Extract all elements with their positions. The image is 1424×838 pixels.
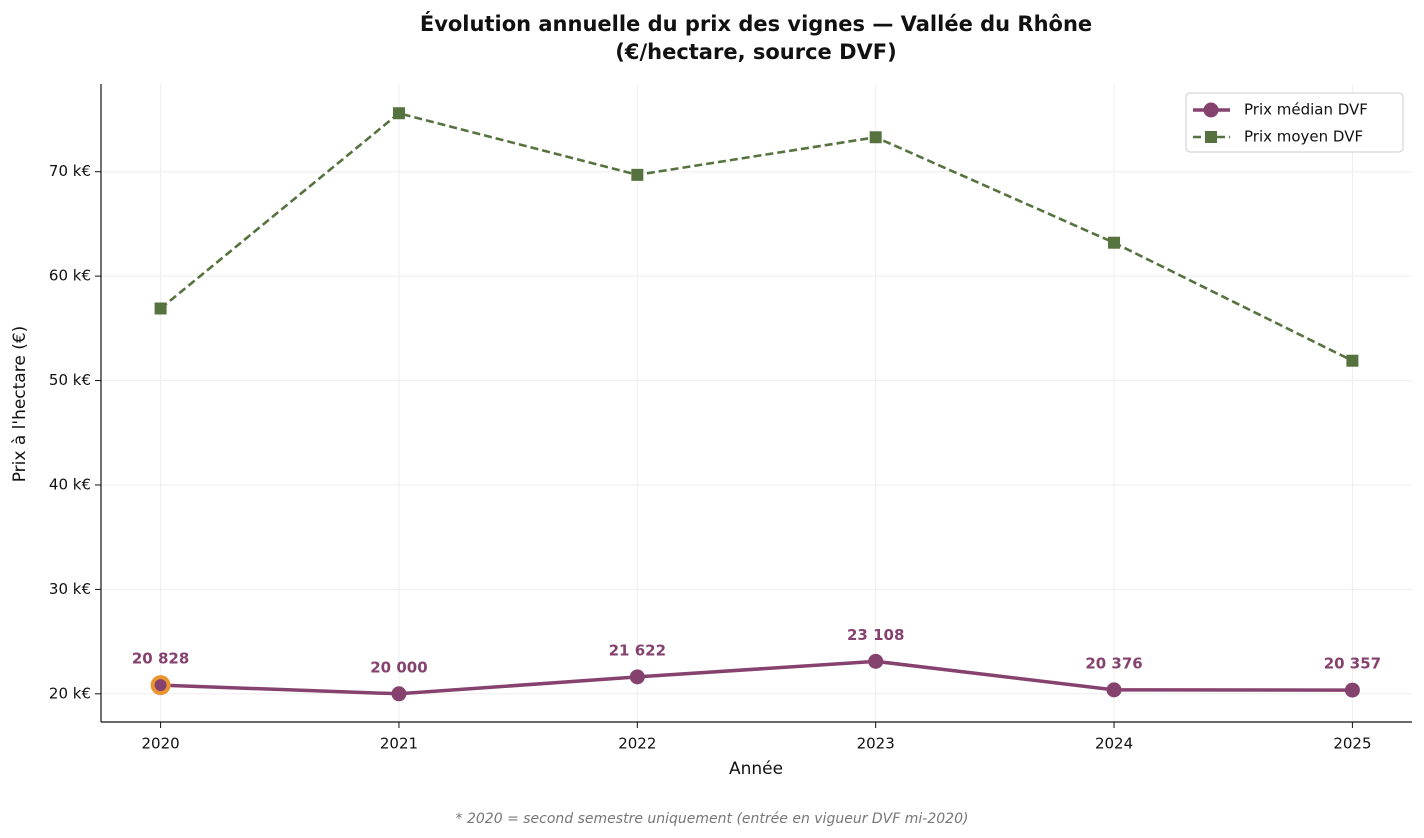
y-tick-label: 50 k€ [49, 371, 91, 389]
point [868, 653, 884, 669]
y-tick-label: 60 k€ [49, 267, 91, 285]
point [631, 168, 644, 181]
x-axis-label: Année [729, 759, 783, 779]
legend-label: Prix moyen DVF [1244, 128, 1363, 146]
data-label: 20 828 [132, 650, 189, 668]
point [1344, 682, 1360, 698]
x-tick-label: 2025 [1333, 735, 1371, 753]
legend-box [1185, 92, 1404, 153]
y-tick-label: 30 k€ [49, 580, 91, 598]
y-tick-label: 40 k€ [49, 475, 91, 493]
x-tick-label: 2024 [1095, 735, 1133, 753]
data-label: 23 108 [847, 626, 904, 644]
y-tick-label: 20 k€ [49, 684, 91, 702]
x-tick-label: 2021 [380, 735, 418, 753]
data-label: 20 357 [1324, 655, 1381, 673]
point [1108, 236, 1121, 249]
point [154, 679, 167, 692]
chart-title: Évolution annuelle du prix des vignes — … [420, 11, 1092, 36]
point [869, 131, 882, 144]
data-label: 20 376 [1085, 654, 1142, 672]
x-tick-label: 2022 [618, 735, 656, 753]
point [391, 686, 407, 702]
legend-marker [1203, 102, 1219, 118]
point [1106, 682, 1122, 698]
data-label: 21 622 [609, 641, 666, 659]
y-axis-label: Prix à l'hectare (€) [10, 326, 30, 483]
point [1346, 354, 1359, 367]
legend-label: Prix médian DVF [1244, 101, 1368, 119]
point [154, 302, 167, 315]
x-tick-label: 2020 [141, 735, 179, 753]
legend-marker [1205, 131, 1217, 143]
footnote: * 2020 = second semestre uniquement (ent… [456, 811, 969, 827]
series-line [159, 111, 1353, 362]
data-label: 20 000 [370, 658, 427, 676]
point [629, 669, 645, 685]
series-line [160, 659, 1353, 696]
point [392, 107, 405, 120]
x-tick-label: 2023 [857, 735, 895, 753]
y-tick-label: 70 k€ [49, 162, 91, 180]
chart-title: (€/hectare, source DVF) [615, 40, 896, 64]
